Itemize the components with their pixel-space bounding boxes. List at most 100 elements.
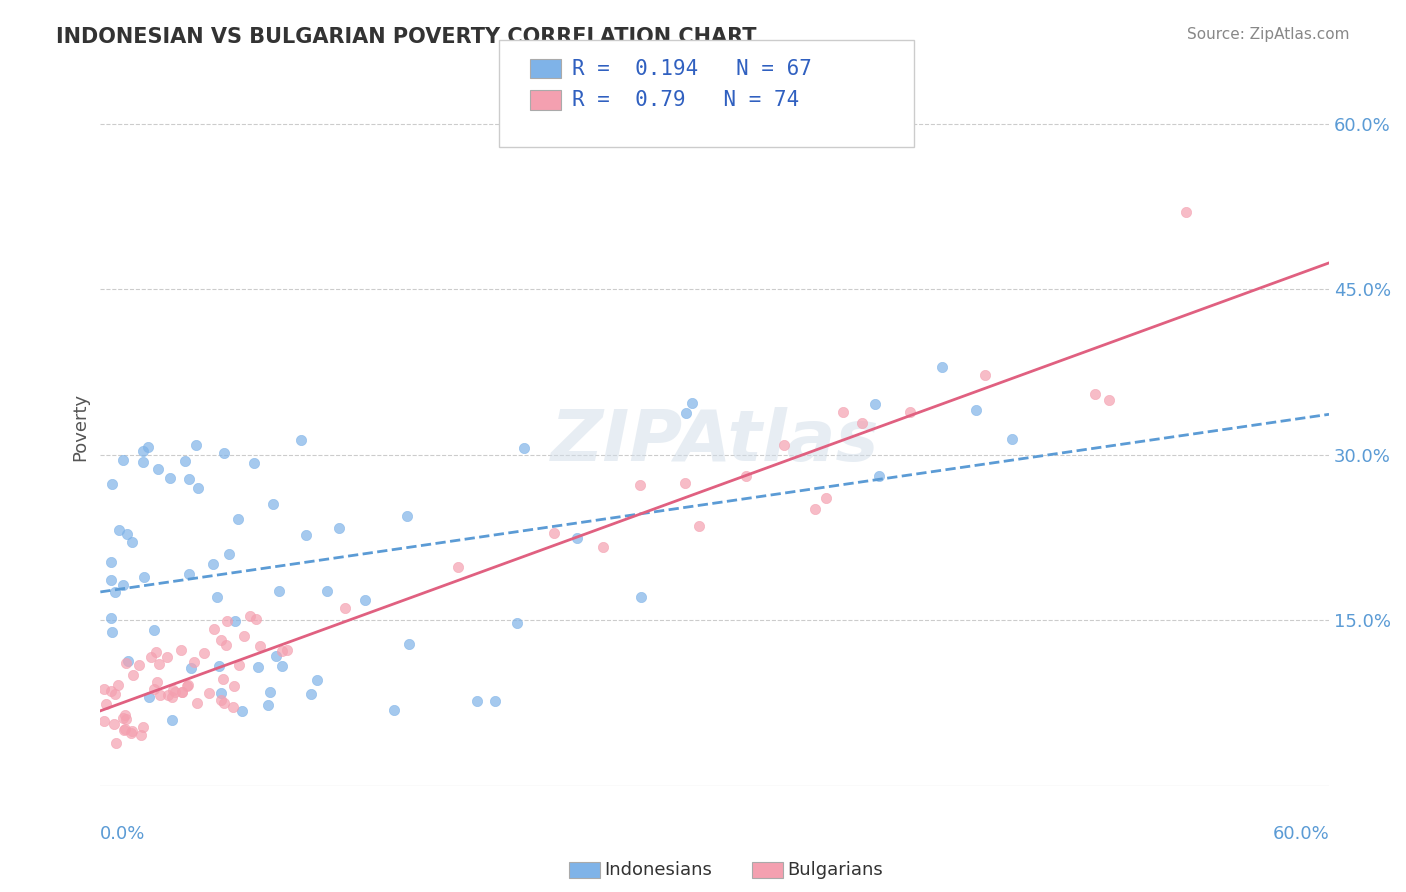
Point	[276, 643, 298, 657]
Point	[207, 659, 229, 673]
Point	[484, 694, 506, 708]
Point	[931, 359, 953, 374]
Point	[100, 611, 122, 625]
Point	[299, 687, 322, 701]
Point	[142, 624, 165, 638]
Point	[307, 673, 329, 688]
Point	[259, 684, 281, 698]
Point	[222, 679, 245, 693]
Point	[262, 497, 284, 511]
Point	[264, 648, 287, 663]
Point	[134, 570, 156, 584]
Point	[132, 720, 155, 734]
Point	[354, 593, 377, 607]
Point	[198, 686, 221, 700]
Point	[120, 725, 142, 739]
Point	[121, 724, 143, 739]
Point	[218, 547, 240, 561]
Point	[131, 728, 153, 742]
Point	[162, 682, 184, 697]
Point	[104, 584, 127, 599]
Point	[139, 649, 162, 664]
Point	[183, 655, 205, 669]
Point	[143, 681, 166, 696]
Point	[160, 690, 183, 704]
Point	[160, 713, 183, 727]
Point	[215, 615, 238, 629]
Point	[675, 406, 697, 420]
Point	[398, 637, 420, 651]
Point	[295, 528, 318, 542]
Point	[224, 614, 246, 628]
Point	[193, 646, 215, 660]
Point	[673, 476, 696, 491]
Point	[243, 456, 266, 470]
Point	[592, 541, 614, 555]
Point	[100, 555, 122, 569]
Point	[565, 531, 588, 545]
Point	[382, 703, 405, 717]
Point	[121, 534, 143, 549]
Point	[271, 644, 294, 658]
Point	[290, 434, 312, 448]
Point	[205, 590, 228, 604]
Point	[93, 714, 115, 728]
Point	[628, 478, 651, 492]
Point	[202, 558, 225, 572]
Point	[630, 591, 652, 605]
Point	[146, 675, 169, 690]
Point	[136, 440, 159, 454]
Point	[176, 680, 198, 694]
Point	[688, 519, 710, 533]
Point	[465, 693, 488, 707]
Point	[111, 711, 134, 725]
Point	[187, 482, 209, 496]
Point	[100, 573, 122, 587]
Point	[543, 526, 565, 541]
Point	[114, 723, 136, 737]
Point	[145, 645, 167, 659]
Point	[269, 583, 291, 598]
Point	[1174, 205, 1197, 219]
Y-axis label: Poverty: Poverty	[72, 393, 89, 461]
Point	[773, 438, 796, 452]
Point	[112, 578, 135, 592]
Point	[315, 584, 337, 599]
Point	[159, 471, 181, 485]
Point	[101, 477, 124, 491]
Text: Indonesians: Indonesians	[605, 861, 713, 879]
Point	[211, 673, 233, 687]
Point	[132, 455, 155, 469]
Point	[232, 629, 254, 643]
Point	[180, 661, 202, 675]
Point	[177, 678, 200, 692]
Point	[249, 639, 271, 653]
Point	[868, 469, 890, 483]
Point	[815, 491, 838, 506]
Point	[170, 685, 193, 699]
Point	[138, 690, 160, 704]
Point	[209, 686, 232, 700]
Text: INDONESIAN VS BULGARIAN POVERTY CORRELATION CHART: INDONESIAN VS BULGARIAN POVERTY CORRELAT…	[56, 27, 756, 46]
Point	[177, 472, 200, 486]
Point	[170, 643, 193, 657]
Point	[898, 405, 921, 419]
Point	[111, 453, 134, 467]
Point	[156, 649, 179, 664]
Point	[115, 656, 138, 670]
Point	[212, 446, 235, 460]
Point	[114, 723, 136, 737]
Text: Source: ZipAtlas.com: Source: ZipAtlas.com	[1187, 27, 1350, 42]
Text: Bulgarians: Bulgarians	[787, 861, 883, 879]
Point	[170, 685, 193, 699]
Point	[226, 512, 249, 526]
Point	[1097, 392, 1119, 407]
Point	[163, 685, 186, 699]
Point	[103, 717, 125, 731]
Point	[246, 659, 269, 673]
Point	[328, 521, 350, 535]
Point	[735, 469, 758, 483]
Point	[396, 509, 419, 524]
Point	[146, 462, 169, 476]
Point	[212, 696, 235, 710]
